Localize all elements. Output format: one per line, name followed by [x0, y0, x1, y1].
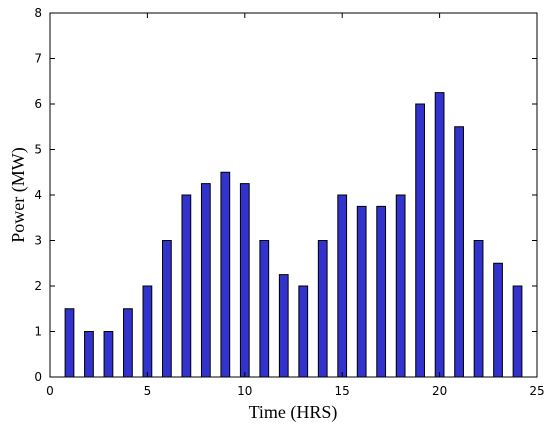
- bar: [123, 308, 133, 378]
- y-tick-label: 8: [34, 6, 42, 20]
- bar: [493, 262, 503, 378]
- y-tick-label: 1: [34, 325, 42, 339]
- y-tick-label: 5: [34, 143, 42, 157]
- bar: [454, 126, 464, 378]
- bar: [259, 240, 270, 378]
- x-tick-label: 20: [432, 384, 447, 398]
- bar: [239, 183, 250, 378]
- bar: [337, 194, 348, 378]
- bar: [376, 205, 387, 378]
- bar: [181, 194, 192, 378]
- bar: [200, 183, 211, 378]
- bar: [84, 331, 94, 378]
- x-axis-label: Time (HRS): [249, 402, 338, 423]
- y-axis-label: Power (MW): [8, 147, 29, 242]
- bar: [512, 285, 523, 378]
- bar: [298, 285, 309, 378]
- bar: [142, 285, 153, 378]
- x-tick-label: 10: [237, 384, 252, 398]
- y-tick-label: 2: [34, 279, 42, 293]
- y-tick-label: 7: [34, 52, 42, 66]
- y-tick-label: 0: [34, 370, 42, 384]
- bar: [434, 92, 445, 378]
- bar: [278, 274, 289, 378]
- bar: [317, 240, 328, 378]
- x-tick-label: 15: [335, 384, 350, 398]
- bar: [395, 194, 406, 378]
- bar: [356, 205, 367, 378]
- x-tick-label: 25: [529, 384, 544, 398]
- y-tick-label: 4: [34, 188, 42, 202]
- bar: [473, 240, 484, 378]
- bar: [220, 171, 231, 378]
- x-tick-label: 5: [144, 384, 152, 398]
- bar: [64, 308, 75, 378]
- bar: [161, 240, 172, 378]
- x-tick-label: 0: [46, 384, 54, 398]
- y-tick-label: 3: [34, 234, 42, 248]
- bar: [103, 331, 114, 378]
- y-tick-label: 6: [34, 97, 42, 111]
- bar: [415, 103, 426, 378]
